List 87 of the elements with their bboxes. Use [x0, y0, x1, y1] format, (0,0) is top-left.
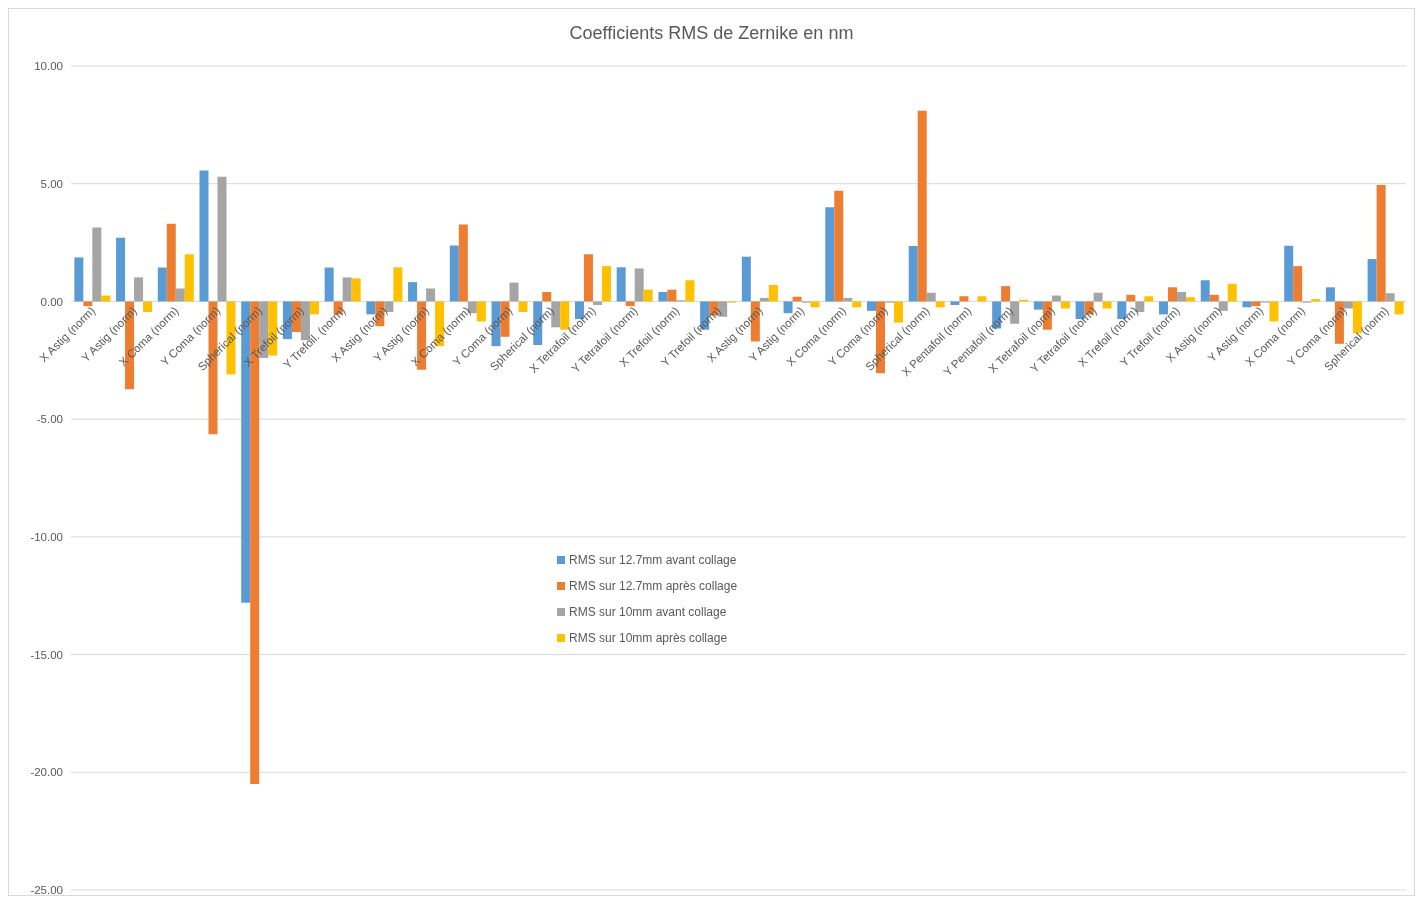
- bar: [1227, 283, 1237, 302]
- bar: [1126, 294, 1136, 302]
- bar: [834, 190, 844, 302]
- bar: [476, 301, 486, 322]
- bar: [583, 254, 593, 302]
- bar: [1102, 301, 1112, 309]
- bar: [1367, 259, 1377, 302]
- bar: [1343, 301, 1353, 309]
- bar: [83, 301, 93, 307]
- bar: [810, 301, 820, 308]
- bar: [351, 278, 361, 302]
- bar: [1242, 301, 1252, 308]
- bar: [1325, 287, 1335, 302]
- bar: [1186, 297, 1196, 302]
- bar: [309, 301, 319, 315]
- bar: [1209, 294, 1219, 302]
- bar: [134, 277, 144, 302]
- bar: [935, 301, 945, 308]
- bar: [1177, 292, 1187, 302]
- bar: [157, 267, 167, 302]
- chart-title: Coefficients RMS de Zernike en nm: [568, 23, 855, 44]
- bar: [175, 288, 185, 302]
- bar: [1284, 245, 1294, 302]
- bar: [1376, 184, 1386, 302]
- y-tick-label: -10.00: [30, 530, 63, 543]
- bar: [560, 301, 570, 330]
- bar: [458, 224, 468, 302]
- bar: [1001, 286, 1011, 302]
- bar: [592, 301, 602, 305]
- y-tick-label: 10.00: [34, 60, 63, 73]
- bar: [977, 296, 987, 302]
- legend-label: RMS sur 10mm après collage: [569, 631, 728, 645]
- bar: [324, 267, 334, 302]
- y-tick-label: 0.00: [40, 295, 63, 308]
- bar: [741, 256, 751, 302]
- bar: [1093, 292, 1103, 302]
- bar: [685, 280, 695, 302]
- bar: [601, 266, 611, 302]
- bar: [1251, 301, 1261, 307]
- bar: [917, 110, 927, 302]
- bar: [1385, 293, 1395, 302]
- bar: [893, 301, 903, 323]
- bar: [408, 282, 418, 302]
- bar: [1200, 280, 1210, 302]
- bar: [509, 282, 519, 302]
- bar: [1060, 301, 1070, 309]
- bar: [92, 227, 102, 302]
- legend-label: RMS sur 10mm avant collage: [569, 605, 727, 619]
- bar: [217, 176, 227, 302]
- y-tick-label: -20.00: [30, 766, 63, 779]
- bar: [667, 289, 677, 302]
- bar: [625, 301, 635, 307]
- legend-label: RMS sur 12.7mm avant collage: [569, 553, 737, 567]
- bar: [959, 296, 969, 302]
- y-tick-label: -15.00: [30, 648, 63, 661]
- bar: [393, 267, 403, 302]
- bar: [1394, 301, 1404, 315]
- bar: [616, 267, 626, 302]
- bar: [1352, 301, 1362, 334]
- bar: [1168, 287, 1178, 302]
- bar: [643, 289, 653, 302]
- bar: [908, 246, 918, 302]
- bar: [74, 257, 84, 302]
- bar: [342, 277, 352, 302]
- bar: [926, 292, 936, 302]
- bar: [852, 301, 862, 308]
- bar: [950, 301, 960, 305]
- y-tick-label: -5.00: [36, 413, 63, 426]
- bar: [658, 292, 668, 302]
- bar: [1144, 296, 1154, 302]
- bar: [518, 301, 528, 313]
- bar: [542, 292, 552, 302]
- bar: [449, 245, 459, 302]
- bar: [634, 268, 644, 302]
- bar: [1293, 266, 1303, 302]
- legend-label: RMS sur 12.7mm après collage: [569, 579, 738, 593]
- bar: [116, 237, 126, 302]
- bar: [426, 288, 436, 302]
- bar: [143, 301, 153, 313]
- bar: [1269, 301, 1279, 322]
- bar: [199, 170, 209, 302]
- bar: [184, 254, 194, 302]
- bar: [768, 284, 778, 302]
- y-tick-label: 5.00: [40, 177, 63, 190]
- bar: [825, 207, 835, 302]
- bar: [166, 223, 176, 302]
- y-tick-label: -25.00: [30, 884, 63, 897]
